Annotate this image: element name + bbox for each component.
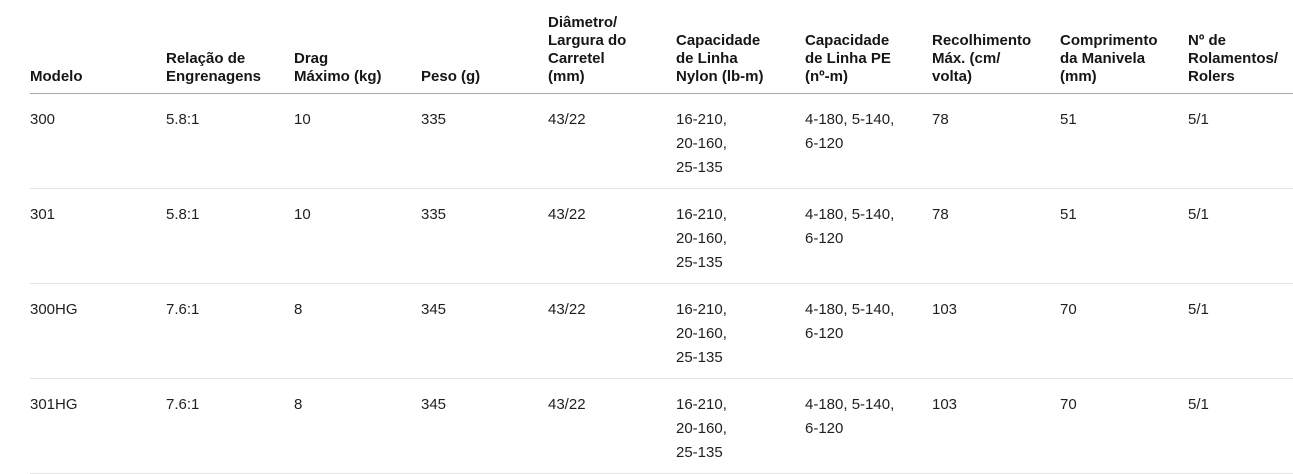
- cell-drag-maximo: 10: [294, 93, 421, 189]
- column-header-peso: Peso (g): [421, 8, 548, 94]
- column-header-drag-maximo: Drag Máximo (kg): [294, 8, 421, 94]
- table-header: Modelo Relação de Engrenagens Drag Máxim…: [30, 8, 1293, 94]
- cell-relacao-engrenagens: 5.8:1: [166, 188, 294, 284]
- cell-capacidade-nylon: 16-210, 20-160, 25-135: [676, 378, 805, 474]
- cell-peso: 345: [421, 378, 548, 474]
- table-row-300hg: 300HG 7.6:1 8 345 43/22 16-210, 20-160, …: [30, 283, 1293, 379]
- cell-relacao-engrenagens: 5.8:1: [166, 93, 294, 189]
- cell-capacidade-pe: 4-180, 5-140, 6-120: [805, 378, 932, 474]
- cell-num-rolamentos: 5/1: [1188, 188, 1293, 284]
- cell-capacidade-pe: 4-180, 5-140, 6-120: [805, 93, 932, 189]
- cell-drag-maximo: 10: [294, 188, 421, 284]
- cell-capacidade-nylon: 16-210, 20-160, 25-135: [676, 188, 805, 284]
- table-row-301: 301 5.8:1 10 335 43/22 16-210, 20-160, 2…: [30, 188, 1293, 284]
- cell-comprimento-manivela: 70: [1060, 283, 1188, 379]
- cell-num-rolamentos: 5/1: [1188, 283, 1293, 379]
- column-header-num-rolamentos: Nº de Rolamentos/ Rolers: [1188, 8, 1293, 94]
- cell-diametro-largura: 43/22: [548, 93, 676, 189]
- cell-capacidade-nylon: 16-210, 20-160, 25-135: [676, 93, 805, 189]
- spec-table: Modelo Relação de Engrenagens Drag Máxim…: [30, 8, 1293, 474]
- cell-num-rolamentos: 5/1: [1188, 378, 1293, 474]
- cell-modelo: 300HG: [30, 283, 166, 379]
- table-row-300: 300 5.8:1 10 335 43/22 16-210, 20-160, 2…: [30, 93, 1293, 189]
- cell-comprimento-manivela: 51: [1060, 188, 1188, 284]
- cell-peso: 345: [421, 283, 548, 379]
- cell-recolhimento: 78: [932, 93, 1060, 189]
- cell-modelo: 301: [30, 188, 166, 284]
- column-header-capacidade-linha-nylon: Capacidade de Linha Nylon (lb-m): [676, 8, 805, 94]
- column-header-capacidade-linha-pe: Capacidade de Linha PE (nº-m): [805, 8, 932, 94]
- cell-diametro-largura: 43/22: [548, 283, 676, 379]
- cell-recolhimento: 78: [932, 188, 1060, 284]
- table-body: 300 5.8:1 10 335 43/22 16-210, 20-160, 2…: [30, 93, 1293, 474]
- cell-comprimento-manivela: 51: [1060, 93, 1188, 189]
- cell-modelo: 300: [30, 93, 166, 189]
- cell-drag-maximo: 8: [294, 378, 421, 474]
- cell-recolhimento: 103: [932, 378, 1060, 474]
- cell-peso: 335: [421, 188, 548, 284]
- column-header-comprimento-manivela: Comprimento da Manivela (mm): [1060, 8, 1188, 94]
- cell-modelo: 301HG: [30, 378, 166, 474]
- cell-capacidade-pe: 4-180, 5-140, 6-120: [805, 188, 932, 284]
- column-header-diametro-largura-carretel: Diâmetro/ Largura do Carretel (mm): [548, 8, 676, 94]
- cell-num-rolamentos: 5/1: [1188, 93, 1293, 189]
- cell-relacao-engrenagens: 7.6:1: [166, 378, 294, 474]
- cell-drag-maximo: 8: [294, 283, 421, 379]
- header-row: Modelo Relação de Engrenagens Drag Máxim…: [30, 8, 1293, 94]
- column-header-recolhimento-max: Recolhimento Máx. (cm/ volta): [932, 8, 1060, 94]
- cell-capacidade-nylon: 16-210, 20-160, 25-135: [676, 283, 805, 379]
- cell-relacao-engrenagens: 7.6:1: [166, 283, 294, 379]
- table-row-301hg: 301HG 7.6:1 8 345 43/22 16-210, 20-160, …: [30, 378, 1293, 474]
- column-header-relacao-engrenagens: Relação de Engrenagens: [166, 8, 294, 94]
- cell-diametro-largura: 43/22: [548, 188, 676, 284]
- cell-diametro-largura: 43/22: [548, 378, 676, 474]
- column-header-modelo: Modelo: [30, 8, 166, 94]
- cell-peso: 335: [421, 93, 548, 189]
- cell-recolhimento: 103: [932, 283, 1060, 379]
- cell-comprimento-manivela: 70: [1060, 378, 1188, 474]
- spec-table-container: Modelo Relação de Engrenagens Drag Máxim…: [30, 8, 1293, 474]
- cell-capacidade-pe: 4-180, 5-140, 6-120: [805, 283, 932, 379]
